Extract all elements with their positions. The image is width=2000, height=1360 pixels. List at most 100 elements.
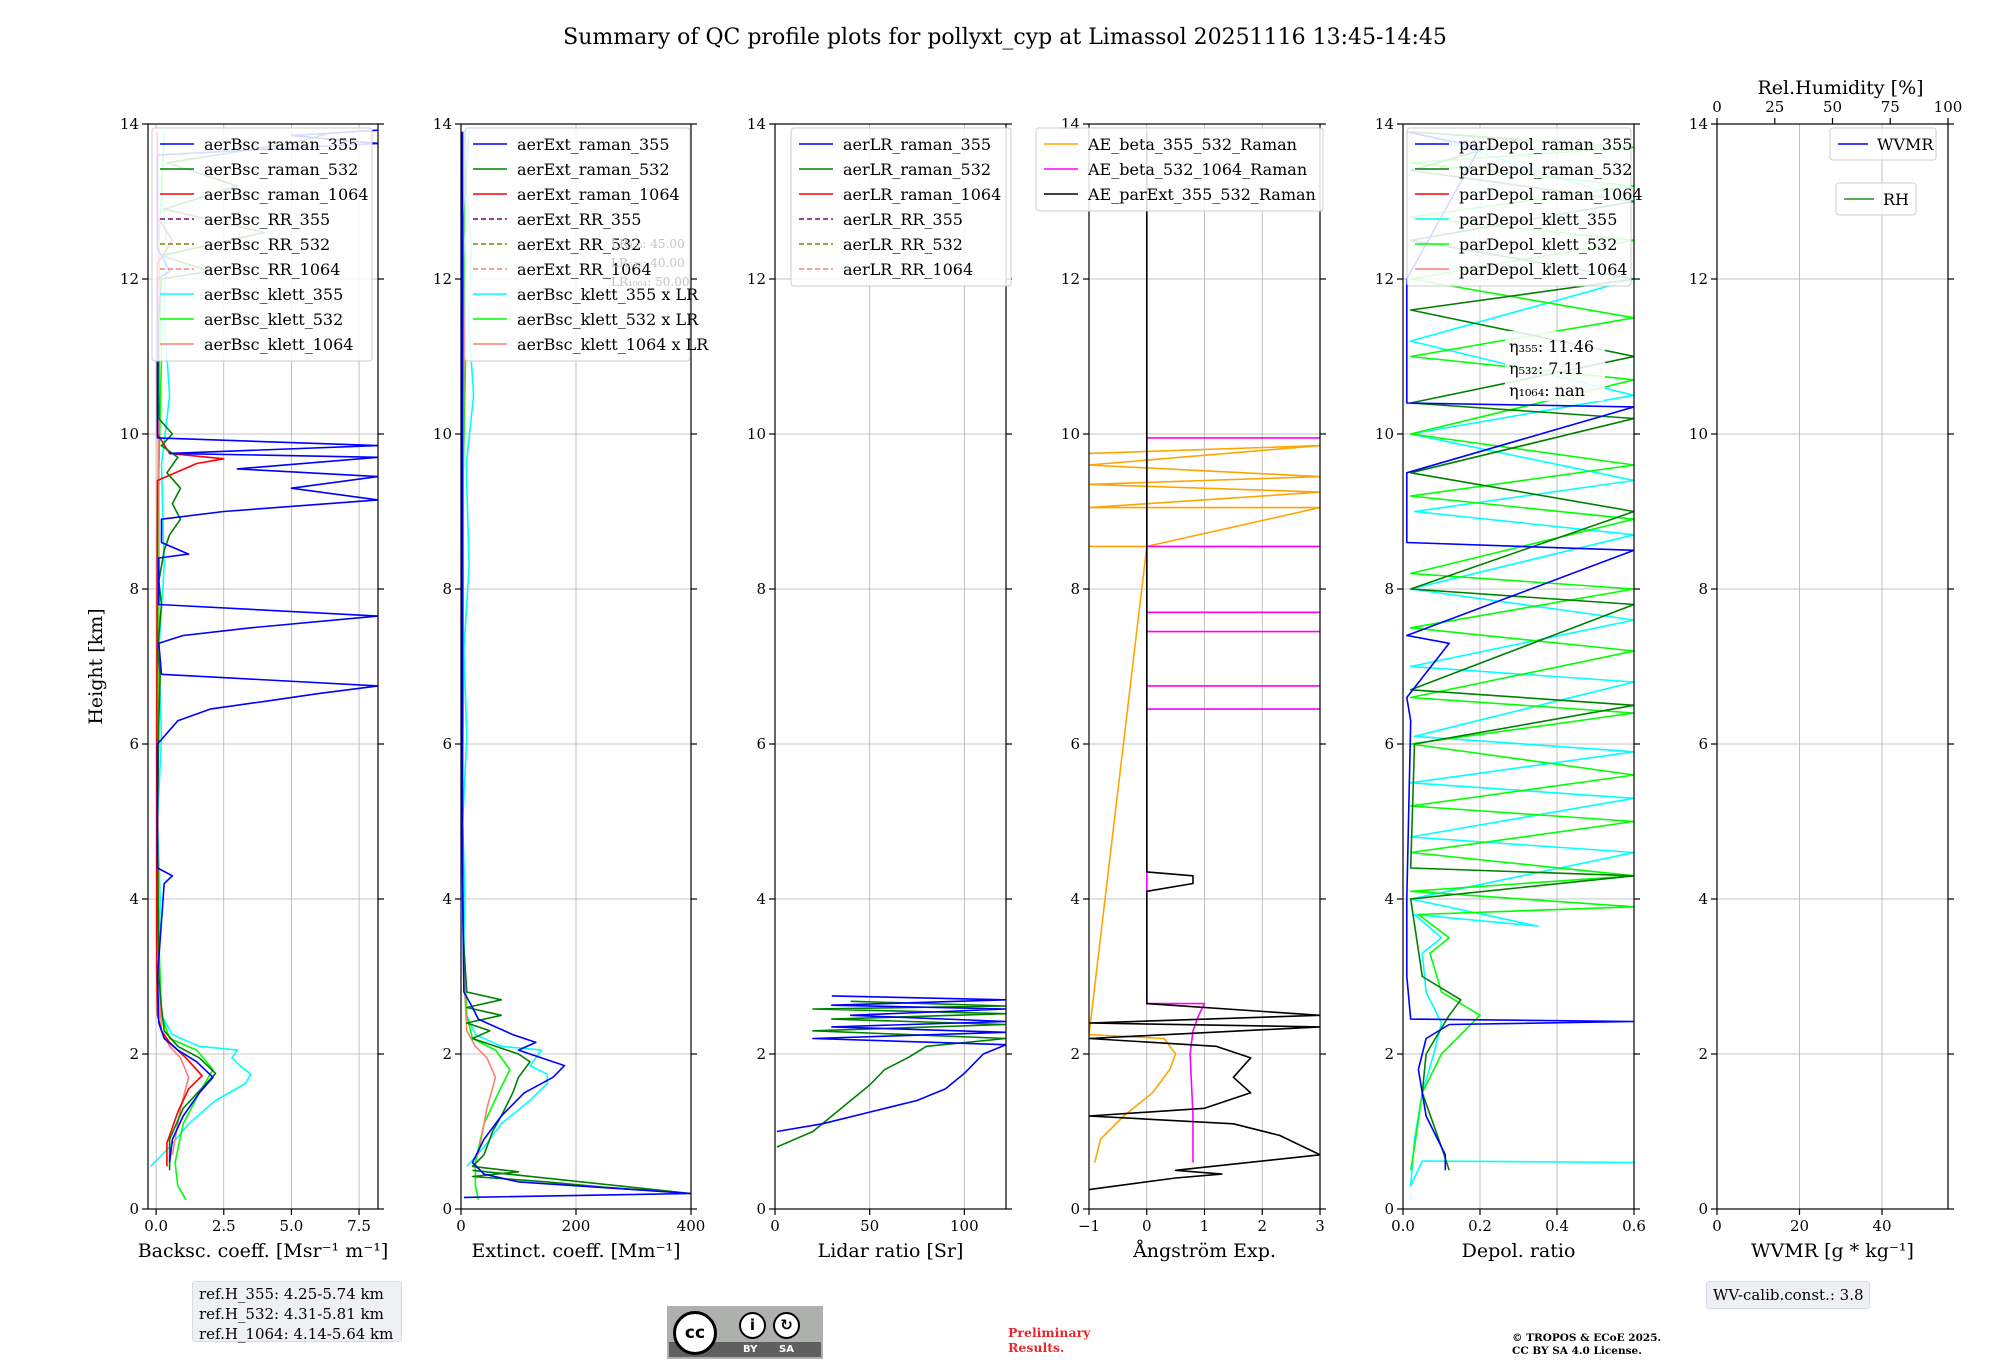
series-group (461, 131, 691, 1200)
legend-label-aerbsc-rr-1064: aerBsc_RR_1064 (204, 260, 340, 279)
xaxis-label: Backsc. coeff. [Msr⁻¹ m⁻¹] (138, 1240, 389, 1262)
ytick-label: 10 (120, 425, 139, 443)
xaxis-label: Lidar ratio [Sr] (818, 1240, 964, 1262)
legend-box (464, 127, 691, 362)
xaxis-label: Depol. ratio (1462, 1240, 1576, 1262)
xtick-label: 100 (950, 1217, 979, 1235)
ytick-label: 12 (120, 270, 139, 288)
ytick-label: 8 (1070, 580, 1080, 598)
legend-label-aerlr-rr-532: aerLR_RR_532 (843, 235, 963, 254)
ytick-label: 0 (1698, 1200, 1708, 1218)
series-group (1089, 131, 1320, 1191)
ytick-label: 4 (756, 890, 766, 908)
legend-label-pardepol-klett-532: parDepol_klett_532 (1459, 235, 1617, 254)
legend-label-ae-beta-355-532-raman: AE_beta_355_532_Raman (1087, 135, 1297, 154)
legend-label-aerlr-raman-532: aerLR_raman_532 (843, 160, 991, 179)
ref-height-1064: ref.H_1064: 4.14-5.64 km (199, 1325, 394, 1343)
ytick-label: 6 (756, 735, 766, 753)
xtick-label: 2.5 (212, 1217, 236, 1235)
legend-label-aerbsc-klett-532: aerBsc_klett_532 (204, 310, 343, 329)
legend-label-rh: RH (1883, 190, 1909, 209)
panel-backscatter: 0 2 4 6 8 10 12 14 0.0 2.5 5.0 7.5 Backsc. coeff. [M… (85, 115, 388, 1262)
legend-box (790, 127, 1012, 287)
legend-label-ae-parext-355-532-raman: AE_parExt_355_532_Raman (1087, 185, 1316, 204)
cc-license-badge[interactable]: cc i ↻ BY SA (667, 1306, 823, 1359)
legend-label-pardepol-klett-355: parDepol_klett_355 (1459, 210, 1617, 229)
xtick-label: 0.0 (144, 1217, 168, 1235)
ytick-label: 8 (442, 580, 452, 598)
wv-calibration-text: WV-calib.const.: 3.8 (1713, 1286, 1864, 1304)
xtick-label: 400 (677, 1217, 706, 1235)
panel-depol: 0 2 4 6 8 10 12 14 0.0 0.2 0.4 0.6 Depol. ratio parDe… (1375, 115, 1646, 1262)
legend-label-aerbsc-klett-532-x-lr: aerBsc_klett_532 x LR (517, 310, 699, 329)
series-ae-beta-355-532-raman (1089, 444, 1320, 1163)
legend-label-aerbsc-klett-1064-x-lr: aerBsc_klett_1064 x LR (517, 335, 709, 354)
xtick-label: 50 (860, 1217, 879, 1235)
ytick-label: 8 (756, 580, 766, 598)
series-aerlr-raman-532 (776, 1000, 1006, 1148)
ytick-label: 10 (1689, 425, 1708, 443)
xtick-label: 7.5 (347, 1217, 371, 1235)
xtick-label: 1 (1200, 1217, 1210, 1235)
xtick-label: 0 (1142, 1217, 1152, 1235)
ytick-label: 4 (442, 890, 452, 908)
legend-label-aerlr-rr-355: aerLR_RR_355 (843, 210, 963, 229)
ytick-label: 6 (129, 735, 139, 753)
ytick-label: 4 (1070, 890, 1080, 908)
reference-heights-box: ref.H_355: 4.25-5.74 km ref.H_532: 4.31-… (192, 1281, 402, 1343)
share-alike-icon: ↻ (773, 1312, 800, 1339)
xtick-label: 0 (770, 1217, 780, 1235)
legend-label-wvmr: WVMR (1877, 135, 1934, 154)
top-axis-label: Rel.Humidity [%] (1757, 77, 1923, 99)
legend-label-aerlr-raman-355: aerLR_raman_355 (843, 135, 991, 154)
ytick-label: 2 (442, 1045, 452, 1063)
axes-frame (147, 123, 379, 1210)
xtick-label: 0.6 (1622, 1217, 1646, 1235)
ytick-label: 6 (1698, 735, 1708, 753)
legend-box (1035, 127, 1324, 212)
ytick-label: 12 (1061, 270, 1080, 288)
xtick-label: 40 (1872, 1217, 1891, 1235)
legend-label-pardepol-raman-1064: parDepol_raman_1064 (1459, 185, 1643, 204)
ytick-label: 4 (1384, 890, 1394, 908)
xtick-label: 2 (1257, 1217, 1267, 1235)
ytick-label: 6 (1384, 735, 1394, 753)
legend-box (151, 127, 373, 362)
lr-annotation: LR₃₅₅: 45.00 (611, 237, 685, 251)
xaxis-label: Ångström Exp. (1132, 1240, 1276, 1262)
legend-label-aerbsc-klett-355-x-lr: aerBsc_klett_355 x LR (517, 285, 699, 304)
ytick-label: 4 (129, 890, 139, 908)
series-aerlr-raman-355 (776, 995, 1006, 1133)
xtick-label: 5.0 (279, 1217, 303, 1235)
xtick-label: 0 (456, 1217, 466, 1235)
xtick-label: 20 (1790, 1217, 1809, 1235)
xtick-label: 200 (562, 1217, 591, 1235)
series-group (1406, 131, 1634, 1187)
legend-box (1406, 127, 1632, 287)
legend-label-ae-beta-532-1064-raman: AE_beta_532_1064_Raman (1087, 160, 1307, 179)
legend-label-aerbsc-raman-532: aerBsc_raman_532 (204, 160, 358, 179)
panel-extinction: 0 2 4 6 8 10 12 14 0 200 400 Extinct. coeff. [Mm⁻¹]… (433, 115, 709, 1262)
legend-label-aerext-raman-1064: aerExt_raman_1064 (517, 185, 680, 204)
series-ae-parext-355-532-raman (1089, 131, 1320, 1191)
series-pardepol-raman-355 (1406, 131, 1634, 1171)
series-pardepol-klett-355 (1409, 131, 1634, 1187)
ytick-label: 14 (747, 115, 766, 133)
ref-height-532: ref.H_532: 4.31-5.81 km (199, 1305, 384, 1323)
wv-calibration-box: WV-calib.const.: 3.8 (1706, 1281, 1870, 1309)
legend-label-aerbsc-klett-1064: aerBsc_klett_1064 (204, 335, 353, 354)
ytick-label: 12 (747, 270, 766, 288)
ytick-label: 2 (129, 1045, 139, 1063)
series-group (776, 995, 1006, 1148)
series-aerext-raman-355 (461, 131, 691, 1199)
ytick-label: 8 (129, 580, 139, 598)
eta-annotation: η₁₀₆₄: nan (1509, 381, 1585, 400)
legend-box (1835, 182, 1917, 216)
xtick-label: 3 (1315, 1217, 1325, 1235)
lr-annotation: LR₁₀₆₄: 50.00 (611, 275, 689, 289)
legend-label-aerext-raman-532: aerExt_raman_532 (517, 160, 670, 179)
legend-label-pardepol-raman-532: parDepol_raman_532 (1459, 160, 1632, 179)
legend-label-aerlr-raman-1064: aerLR_raman_1064 (843, 185, 1001, 204)
